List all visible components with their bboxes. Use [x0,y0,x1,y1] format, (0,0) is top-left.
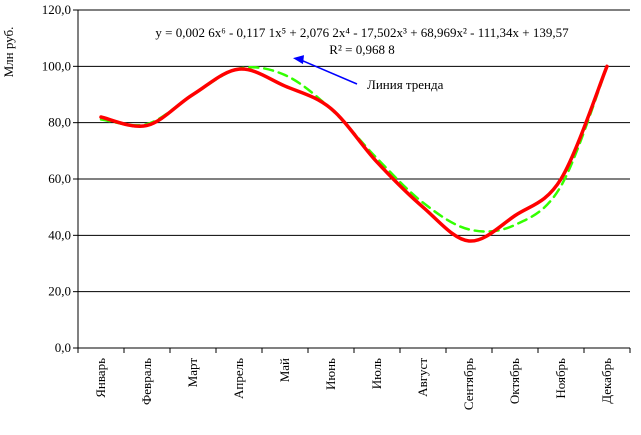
y-tick-label: 80,0 [48,115,71,130]
r-squared: R² = 0,968 8 [329,42,394,57]
x-tick-label: Август [415,358,430,397]
x-tick-label: Сентябрь [461,358,476,410]
gridlines [73,9,630,349]
y-tick-label: 100,0 [42,58,71,73]
trend-equation: y = 0,002 6x⁶ - 0,117 1x⁵ + 2,076 2x⁴ - … [155,25,569,40]
trend-annotation: Линия тренда [293,55,444,92]
trend-line-label: Линия тренда [367,77,444,92]
x-tick-label: Май [277,358,292,382]
axes [77,10,631,353]
x-tick-label: Ноябрь [553,358,568,399]
actual-line [99,64,609,243]
y-tick-label: 40,0 [48,227,71,242]
y-tick-labels: 0,0 20,0 40,0 60,0 80,0 100,0 120,0 [42,2,71,355]
y-tick-label: 120,0 [42,2,71,17]
x-tick-label: Октябрь [507,358,522,404]
y-tick-label: 60,0 [48,171,71,186]
x-tick-label: Декабрь [599,358,614,404]
x-tick-label: Апрель [231,358,246,399]
annotation-arrow [300,59,358,85]
series-lines [99,64,609,243]
x-tick-label: Февраль [139,358,154,405]
arrow-head [293,55,304,65]
x-tick-label: Март [185,358,200,388]
x-tick-label: Июль [369,358,384,389]
y-tick-label: 0,0 [55,340,71,355]
y-tick-label: 20,0 [48,284,71,299]
x-tick-labels: Январь Февраль Март Апрель Май Июнь Июль Август… [93,358,614,410]
x-tick-label: Январь [93,358,108,398]
x-tick-label: Июнь [323,358,338,390]
y-axis-title: Млн руб. [1,27,16,78]
